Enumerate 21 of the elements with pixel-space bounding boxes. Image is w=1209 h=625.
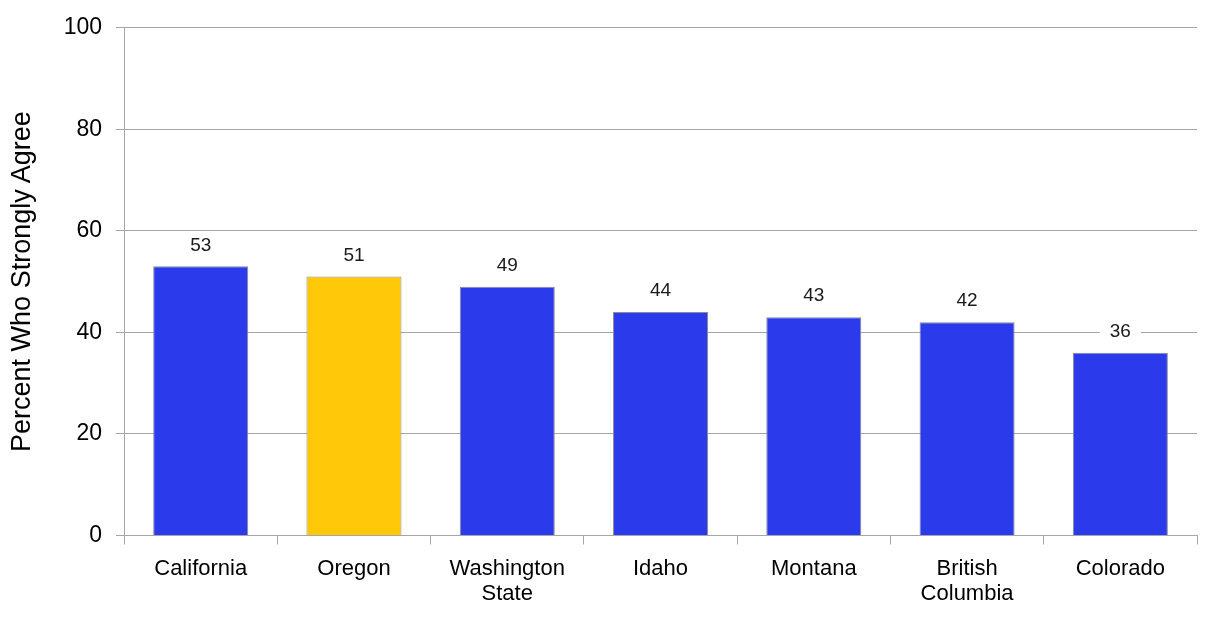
data-label: 51 <box>343 243 365 265</box>
data-label: 49 <box>496 253 518 275</box>
data-label: 36 <box>1109 319 1131 341</box>
y-tick-label: 80 <box>76 114 103 141</box>
x-tick-label: California <box>154 555 248 581</box>
data-label: 53 <box>190 233 212 255</box>
data-label: 43 <box>803 284 825 306</box>
x-tick-label: Colorado <box>1075 555 1165 581</box>
y-tick-label: 20 <box>76 419 103 446</box>
y-tick-label: 60 <box>76 216 103 243</box>
x-tick-label: Washington State <box>449 555 565 606</box>
x-tick-label: Oregon <box>317 555 391 581</box>
x-tick-label: Idaho <box>633 555 689 581</box>
y-axis-title: Percent Who Strongly Agree <box>6 111 37 452</box>
y-tick-label: 40 <box>76 317 103 344</box>
y-tick-label: 100 <box>63 13 103 40</box>
data-label: 44 <box>649 279 672 301</box>
x-tick-label: Montana <box>771 555 858 581</box>
y-tick-label: 0 <box>89 520 103 547</box>
data-label: 42 <box>956 289 978 311</box>
x-tick-label: British Columbia <box>920 555 1015 606</box>
